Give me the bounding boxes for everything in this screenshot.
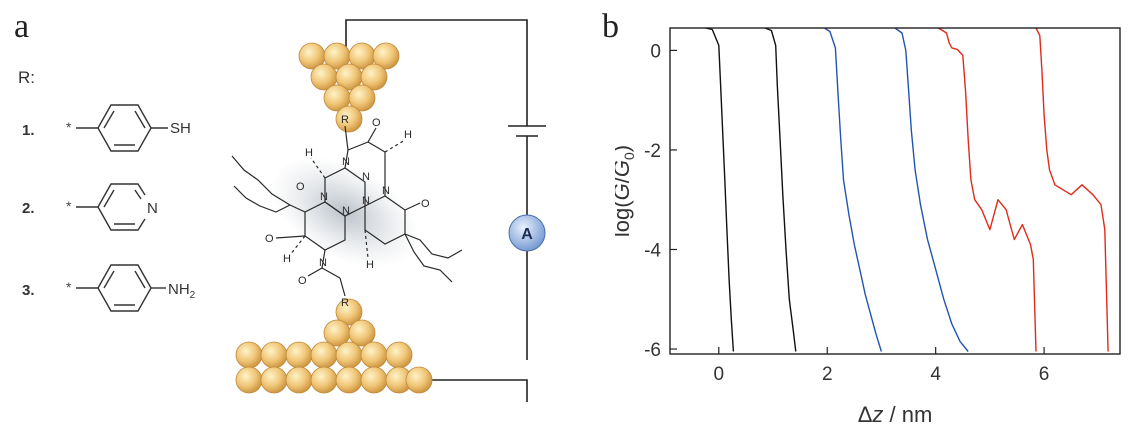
gold-tip-top [299, 43, 399, 132]
atom-n: N [320, 191, 328, 203]
substituent-3-group: NH2 [168, 281, 196, 301]
x-tick-label: 4 [930, 364, 941, 385]
atom-n: N [362, 195, 370, 207]
conductance-chart: 0 2 4 6 0 -2 -4 -6 Δz / nm log(G/G0) [615, 0, 1135, 435]
r-label-top: R [341, 114, 349, 126]
attach-marker-2: * [66, 198, 72, 214]
r-label-bottom: R [341, 297, 349, 309]
trace-1 [705, 28, 733, 352]
atom-h: H [404, 129, 412, 141]
attach-marker-3: * [66, 279, 72, 295]
y-tick-label: -4 [644, 240, 661, 261]
atom-n: N [362, 171, 370, 183]
atom-h: H [366, 259, 374, 271]
y-tick-label: 0 [650, 41, 661, 62]
atom-o: O [372, 117, 381, 129]
x-tick-label: 6 [1039, 364, 1050, 385]
atom-h: H [283, 253, 291, 265]
ammeter-label: A [521, 226, 533, 243]
atom-n: N [382, 185, 390, 197]
y-tick-label: -2 [644, 141, 661, 162]
atom-o: O [421, 198, 430, 210]
atom-o: O [296, 181, 305, 193]
attach-marker-1: * [66, 119, 72, 135]
y-axis-label: log(G/G0) [615, 145, 637, 237]
substituent-3-structure: * NH2 [66, 265, 196, 311]
substituent-2-structure: * N [66, 184, 158, 230]
trace-2 [765, 28, 796, 352]
trace-4 [895, 28, 968, 352]
atom-n: N [319, 257, 327, 269]
x-tick-label: 2 [822, 364, 833, 385]
ammeter: A [509, 215, 545, 251]
x-axis-label: Δz / nm [858, 402, 933, 427]
substituent-1-group: SH [170, 120, 191, 137]
trace-3 [825, 28, 882, 352]
trace-5 [938, 28, 1036, 352]
atom-n: N [342, 156, 350, 168]
panel-a-schematic: * SH * N * NH2 A [0, 0, 600, 435]
atom-h: H [305, 147, 313, 159]
atom-o: O [298, 275, 307, 287]
substituent-1-structure: * SH [66, 105, 191, 151]
atom-o: O [265, 233, 274, 245]
substituent-2-group: N [147, 200, 158, 217]
atom-n: N [342, 205, 350, 217]
plot-frame [670, 28, 1120, 354]
gold-electrode-bottom [236, 299, 432, 393]
molecule-complex: R R N N N N N N N O O O O O H H H H [232, 114, 462, 309]
x-tick-label: 0 [714, 364, 725, 385]
trace-6 [1036, 28, 1108, 352]
y-tick-label: -6 [644, 340, 661, 361]
